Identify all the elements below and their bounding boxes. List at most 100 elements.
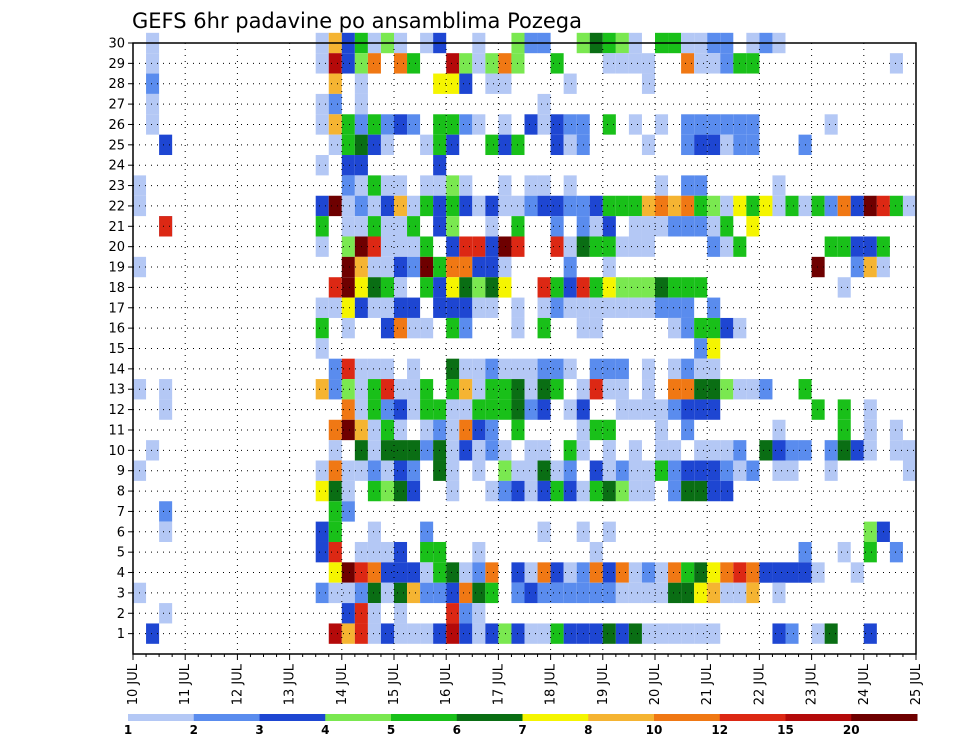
heatmap-cell	[694, 440, 708, 461]
heatmap-cell	[537, 582, 551, 604]
heatmap-cell	[446, 236, 460, 257]
heatmap-cell	[498, 623, 512, 644]
heatmap-cell	[146, 440, 160, 461]
heatmap-cell	[746, 195, 760, 217]
legend-color-box	[588, 714, 655, 721]
heatmap-cell	[394, 297, 408, 318]
heatmap-cell	[537, 195, 551, 217]
heatmap-cell	[367, 297, 381, 318]
heatmap-cell	[446, 562, 460, 583]
heatmap-cell	[394, 541, 408, 563]
heatmap-cell	[367, 582, 381, 604]
heatmap-cell	[589, 480, 603, 502]
legend-label: 15	[777, 723, 794, 737]
heatmap-cell	[446, 603, 460, 624]
heatmap-cell	[472, 277, 486, 298]
heatmap-cell	[668, 277, 682, 298]
heatmap-cell	[459, 236, 473, 257]
x-tick-label: 20 JUL	[648, 663, 663, 705]
y-tick-label: 28	[108, 77, 125, 92]
heatmap-cell	[328, 358, 342, 380]
heatmap-cell	[420, 582, 434, 604]
heatmap-cell	[889, 53, 903, 74]
heatmap-cell	[563, 480, 577, 502]
heatmap-cell	[159, 399, 173, 420]
heatmap-cell	[681, 195, 695, 217]
heatmap-cell	[889, 440, 903, 461]
heatmap-cell	[863, 440, 877, 461]
heatmap-cell	[641, 216, 655, 237]
heatmap-cell	[394, 114, 408, 135]
heatmap-cell	[707, 114, 721, 135]
heatmap-cell	[537, 358, 551, 380]
heatmap-cell	[498, 460, 512, 481]
y-tick-label: 23	[108, 179, 125, 194]
heatmap-cell	[485, 440, 499, 461]
heatmap-cell	[615, 53, 629, 74]
y-tick-label: 3	[117, 586, 125, 601]
heatmap-cell	[367, 480, 381, 502]
heatmap-cell	[328, 195, 342, 217]
y-tick-label: 20	[108, 240, 125, 255]
heatmap-cell	[772, 195, 786, 217]
heatmap-cell	[341, 317, 355, 339]
heatmap-cell	[628, 460, 642, 481]
heatmap-cell	[380, 460, 394, 481]
heatmap-cell	[694, 277, 708, 298]
heatmap-cell	[720, 480, 734, 502]
heatmap-cell	[615, 195, 629, 217]
heatmap-cell	[628, 297, 642, 318]
heatmap-cell	[537, 440, 551, 461]
heatmap-cell	[720, 562, 734, 583]
heatmap-cell	[707, 195, 721, 217]
heatmap-cell	[707, 53, 721, 74]
heatmap-cell	[563, 195, 577, 217]
heatmap-cell	[420, 623, 434, 644]
heatmap-cell	[407, 216, 421, 237]
heatmap-cell	[772, 440, 786, 461]
heatmap-cell	[380, 541, 394, 563]
heatmap-cell	[472, 195, 486, 217]
heatmap-cell	[628, 277, 642, 298]
heatmap-cell	[641, 623, 655, 644]
axes: 1234567891011121314151617181920212223242…	[108, 37, 924, 706]
heatmap-cell	[602, 582, 616, 604]
heatmap-cell	[615, 399, 629, 420]
heatmap-cell	[863, 256, 877, 278]
heatmap-cell	[459, 419, 473, 441]
heatmap-cell	[602, 195, 616, 217]
heatmap-cell	[563, 297, 577, 318]
heatmap-cell	[341, 582, 355, 604]
heatmap-cell	[498, 358, 512, 380]
heatmap-cell	[315, 216, 329, 237]
heatmap-cell	[394, 603, 408, 624]
heatmap-cell	[446, 73, 460, 94]
heatmap-cell	[159, 134, 173, 156]
heatmap-cell	[407, 440, 421, 461]
heatmap-cell	[668, 195, 682, 217]
heatmap-cell	[824, 236, 838, 257]
heatmap-cell	[811, 399, 825, 420]
heatmap-cell	[420, 379, 434, 400]
heatmap-cell	[159, 501, 173, 522]
heatmap-cell	[589, 216, 603, 237]
heatmap-cell	[537, 480, 551, 502]
color-legend: 1 2 3 4 5 6 7 8 10 12 15 20	[124, 714, 918, 737]
heatmap-cell	[146, 53, 160, 74]
heatmap-cell	[446, 297, 460, 318]
heatmap-cell	[367, 195, 381, 217]
heatmap-cell	[537, 175, 551, 196]
heatmap-cell	[341, 603, 355, 624]
heatmap-cell	[681, 419, 695, 441]
heatmap-cell	[380, 582, 394, 604]
heatmap-cell	[668, 562, 682, 583]
heatmap-cell	[615, 562, 629, 583]
heatmap-cell	[367, 53, 381, 74]
x-tick-label: 19 JUL	[596, 663, 611, 705]
heatmap-cell	[772, 562, 786, 583]
y-tick-label: 19	[108, 261, 125, 276]
legend-color-box	[785, 714, 852, 721]
heatmap-cell	[420, 317, 434, 339]
heatmap-cell	[394, 195, 408, 217]
heatmap-cell	[485, 277, 499, 298]
